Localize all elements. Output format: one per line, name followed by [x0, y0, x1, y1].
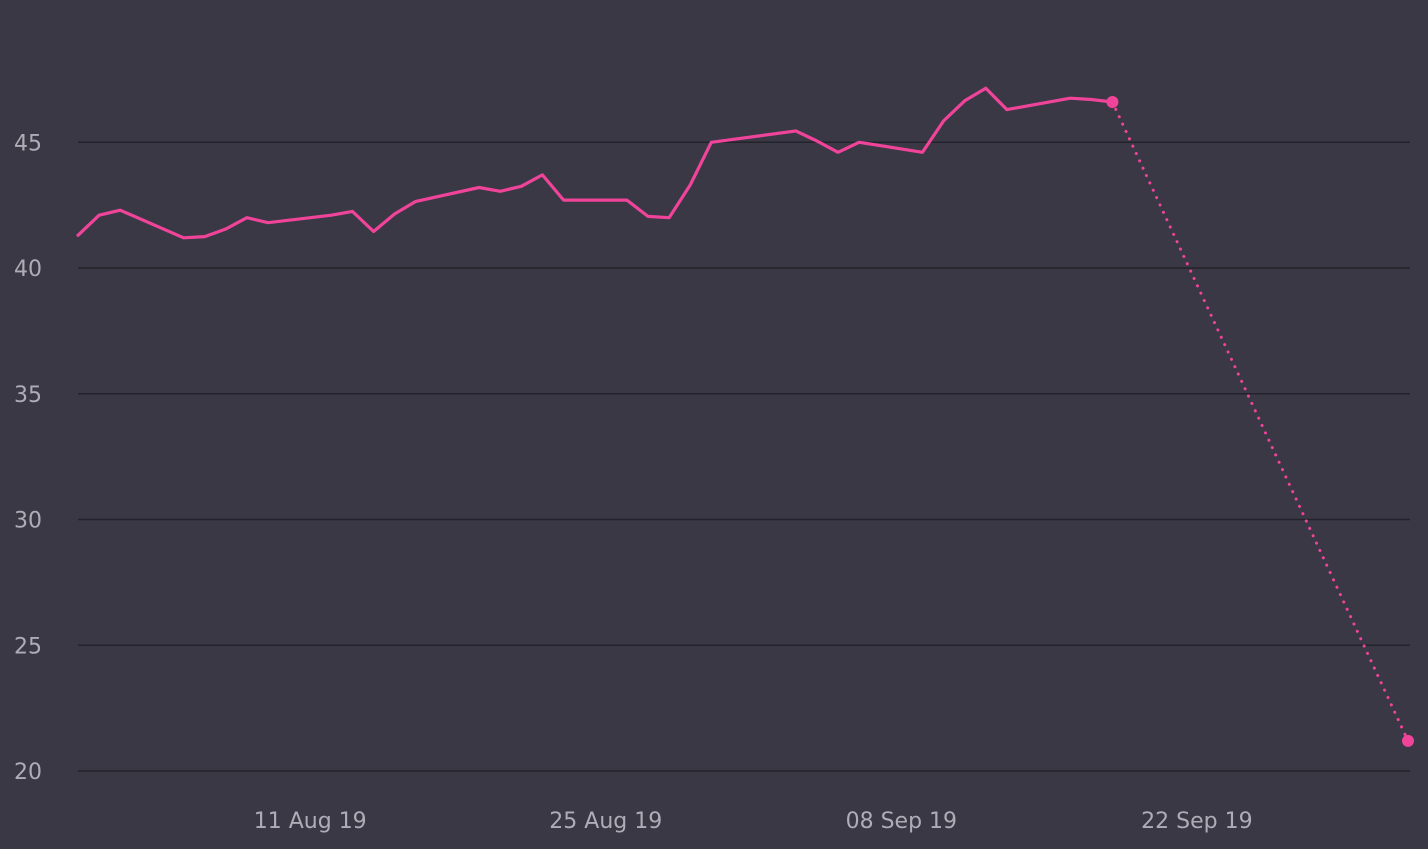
data-point-marker-0 [1106, 96, 1119, 109]
y-tick-label-35: 35 [14, 383, 42, 408]
x-tick-label-0: 11 Aug 19 [254, 809, 367, 834]
y-axis: 20 25 30 35 40 45 [14, 131, 42, 785]
marker-group [1106, 96, 1414, 747]
x-tick-label-1: 25 Aug 19 [549, 809, 662, 834]
data-point-marker-1 [1402, 734, 1414, 747]
y-tick-label-45: 45 [14, 131, 42, 156]
x-tick-label-3: 22 Sep 19 [1141, 809, 1252, 834]
y-tick-label-40: 40 [14, 257, 42, 282]
x-tick-label-2: 08 Sep 19 [846, 809, 957, 834]
grid-lines [78, 141, 1410, 772]
price-line [76, 86, 1114, 240]
y-tick-label-30: 30 [14, 509, 42, 534]
y-tick-label-25: 25 [14, 634, 42, 659]
series-group [76, 86, 1410, 743]
y-tick-label-20: 20 [14, 760, 42, 785]
x-axis: 11 Aug 19 25 Aug 19 08 Sep 19 22 Sep 19 [254, 809, 1253, 834]
